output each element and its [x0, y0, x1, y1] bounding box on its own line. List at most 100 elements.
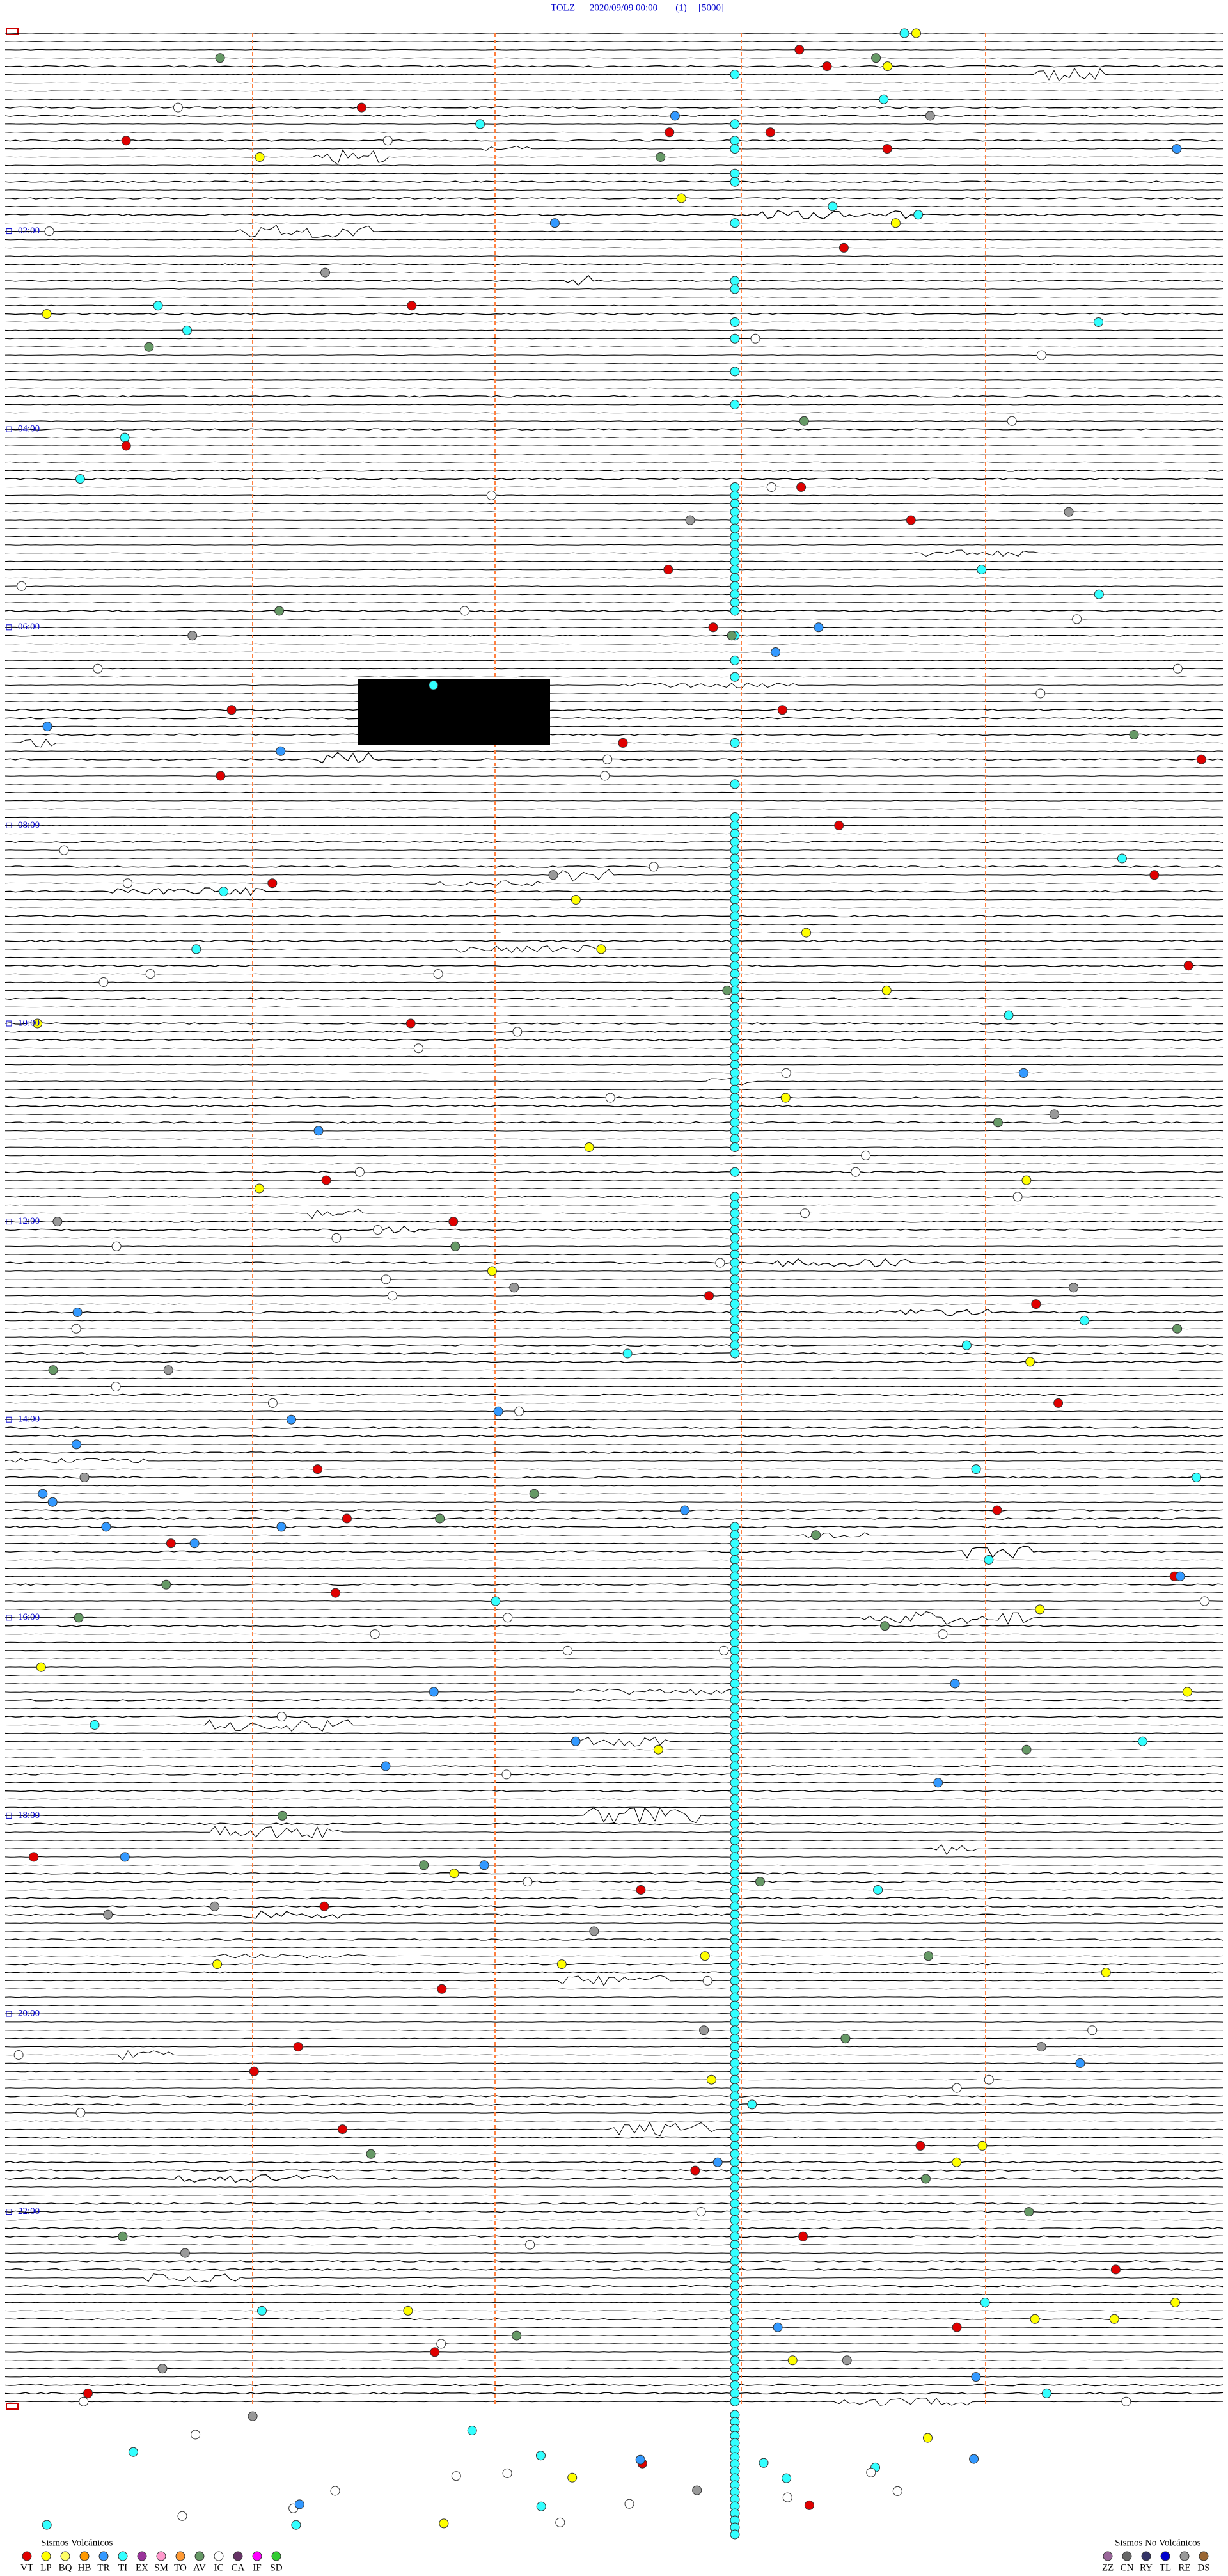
event-marker	[781, 1068, 791, 1078]
event-marker	[730, 1810, 740, 1821]
trace	[4, 560, 1224, 562]
event-marker	[933, 1778, 943, 1788]
event-marker	[676, 193, 686, 203]
event-marker	[730, 276, 740, 286]
event-marker	[730, 2240, 740, 2250]
trace	[4, 716, 1224, 720]
trace	[4, 1295, 1224, 1297]
hour-marker	[6, 228, 12, 235]
trace	[4, 115, 1224, 117]
trace	[5, 1336, 1224, 1338]
event-marker	[730, 2116, 740, 2126]
event-marker	[730, 1538, 740, 1549]
trace	[4, 1146, 1224, 1148]
event-marker	[952, 2157, 962, 2167]
event-marker	[536, 2451, 546, 2461]
event-marker	[880, 1621, 890, 1631]
event-marker	[1149, 870, 1160, 880]
event-marker	[730, 1084, 740, 1094]
event-marker	[871, 53, 881, 63]
event-marker	[730, 2322, 740, 2332]
legend-code: CN	[1121, 2563, 1134, 2573]
event-marker	[881, 985, 892, 995]
event-marker	[460, 606, 470, 616]
legend-swatch	[1179, 2551, 1190, 2561]
trace	[4, 981, 1224, 983]
event-marker	[730, 1901, 740, 1911]
event-marker	[1101, 1968, 1111, 1977]
trace	[5, 1931, 1224, 1932]
event-marker	[276, 1522, 287, 1532]
event-marker	[467, 2426, 477, 2435]
trace	[4, 626, 1224, 628]
trace	[4, 549, 1223, 557]
hour-marker	[6, 2209, 12, 2215]
event-marker	[750, 333, 760, 344]
event-marker	[730, 1926, 740, 1936]
trace	[4, 2268, 1224, 2271]
legend-code: IF	[253, 2563, 261, 2573]
event-marker	[730, 2017, 740, 2027]
trace	[4, 2103, 1224, 2106]
event-marker	[730, 168, 740, 178]
event-marker	[493, 1406, 503, 1416]
event-marker	[1030, 2314, 1040, 2324]
event-marker	[782, 2492, 792, 2502]
event-marker	[370, 1629, 380, 1640]
event-marker	[1042, 2388, 1051, 2398]
event-marker	[1117, 853, 1127, 864]
event-marker	[182, 325, 192, 335]
event-marker	[993, 1118, 1003, 1128]
trace	[4, 1386, 1224, 1387]
event-marker	[730, 2298, 740, 2307]
event-marker	[730, 1076, 740, 1086]
event-marker	[730, 119, 740, 129]
event-marker	[79, 2396, 89, 2406]
event-marker	[730, 1126, 740, 1136]
event-marker	[730, 1043, 740, 1054]
event-marker	[191, 944, 201, 954]
trace	[4, 1344, 1224, 1347]
event-marker	[255, 152, 265, 162]
trace	[4, 1675, 1224, 1677]
trace	[4, 569, 1224, 571]
event-marker	[730, 1786, 740, 1796]
event-marker	[381, 1274, 391, 1284]
trace	[4, 752, 1224, 764]
time-label: 14:00	[18, 1414, 40, 1425]
trace	[4, 173, 1224, 175]
trace	[4, 610, 1224, 612]
event-marker	[730, 887, 740, 897]
event-marker	[773, 2322, 783, 2332]
event-marker	[291, 2520, 301, 2530]
trace	[4, 329, 1224, 331]
trace	[4, 2087, 1224, 2089]
event-marker	[1175, 1571, 1185, 1581]
event-marker	[730, 498, 740, 509]
event-marker	[338, 2124, 347, 2135]
event-marker	[187, 631, 198, 641]
event-marker	[413, 1043, 423, 1054]
event-marker	[923, 2433, 933, 2443]
event-marker	[730, 2140, 740, 2151]
trace	[4, 1155, 1224, 1157]
trace	[4, 65, 1224, 68]
event-marker	[435, 1513, 445, 1524]
event-marker	[602, 754, 613, 764]
event-marker	[38, 1489, 48, 1499]
event-marker	[42, 722, 52, 732]
trace	[4, 1443, 1224, 1445]
trace	[4, 1180, 1224, 1181]
event-marker	[730, 1827, 740, 1837]
event-marker	[1109, 2314, 1119, 2324]
event-marker	[313, 1464, 322, 1474]
trace	[4, 1089, 1224, 1091]
event-marker	[523, 1877, 533, 1887]
event-marker	[512, 2330, 522, 2341]
legend-swatch	[233, 2551, 243, 2561]
event-marker	[618, 738, 628, 748]
legend-swatch	[1103, 2551, 1113, 2561]
trace	[4, 1641, 1224, 1643]
event-marker	[342, 1513, 352, 1524]
trace	[4, 940, 1224, 942]
